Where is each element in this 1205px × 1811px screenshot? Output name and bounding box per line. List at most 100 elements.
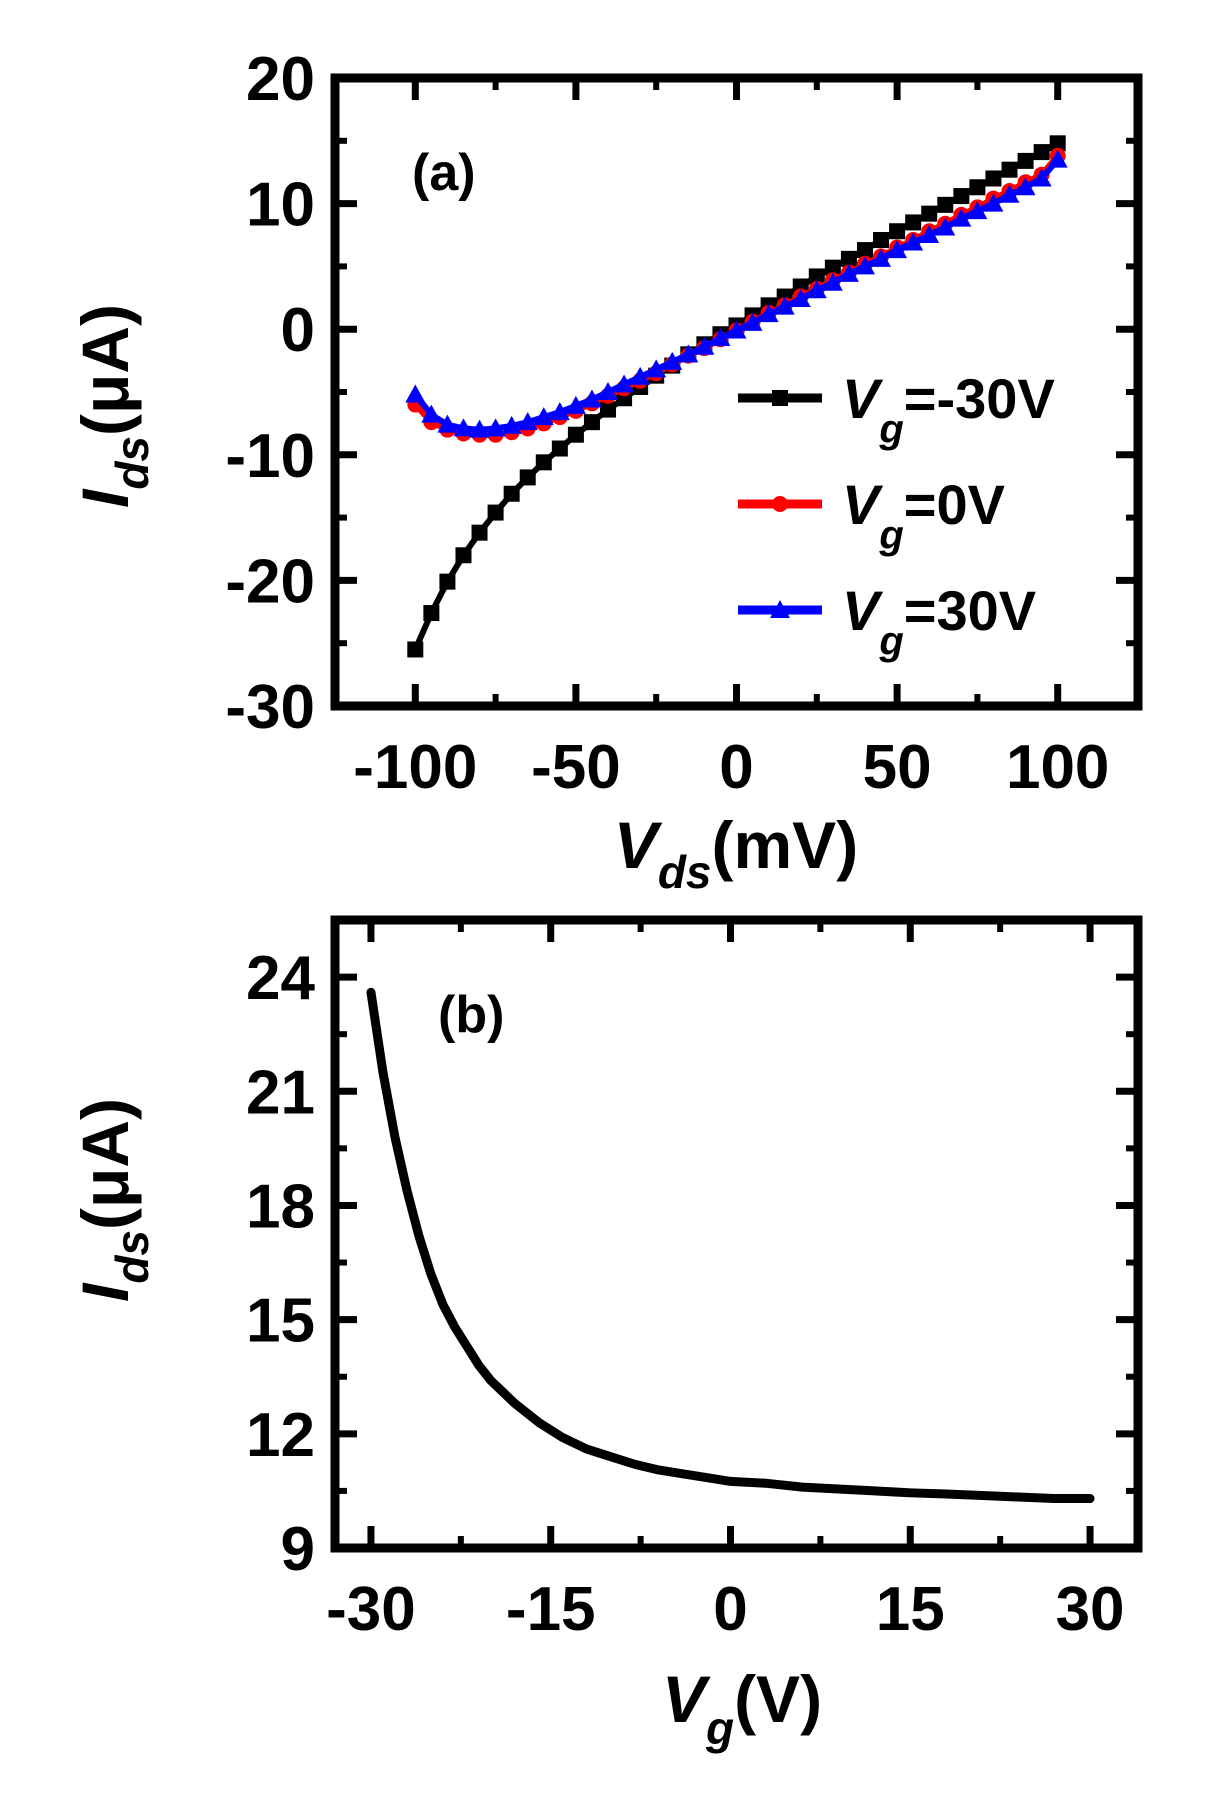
y-tick-label: 20 — [246, 45, 315, 114]
series-0-point — [905, 214, 922, 231]
series-0-point — [567, 426, 584, 443]
x-tick-label: 50 — [863, 733, 932, 802]
y-tick-label: 0 — [281, 296, 315, 365]
series-2-point — [598, 382, 619, 400]
series-2-point — [1015, 177, 1036, 196]
series-0-point — [856, 242, 873, 259]
series-line-b-0 — [366, 987, 1095, 1504]
series-0-point — [407, 641, 424, 658]
legend-marker-0 — [772, 390, 788, 406]
series-2-point — [1031, 168, 1052, 187]
series-2-point — [935, 217, 956, 236]
series-2-point — [854, 256, 875, 275]
panel-b: -30 -15 0 15 30 9 12 15 18 21 24 (b) Ids(μA) Vg(V) — [68, 915, 1143, 1754]
series-2-point — [774, 296, 795, 315]
series-0-point — [471, 524, 488, 541]
series-2-point — [662, 351, 683, 370]
ylabel-a: Ids(μA) — [68, 304, 158, 508]
series-0-point — [953, 188, 970, 205]
series-2-point — [999, 184, 1020, 203]
y-tick-label: -30 — [225, 673, 315, 742]
series-2-point — [710, 327, 731, 346]
series-2-point — [887, 240, 908, 259]
series-0-point — [1001, 161, 1018, 178]
series-0-point — [455, 547, 472, 564]
series-2-point — [1047, 149, 1068, 168]
series-0-point — [519, 469, 536, 486]
svg-text:Ids(μA): Ids(μA) — [68, 304, 158, 508]
legend-label-1: Vg=0V — [842, 473, 1005, 557]
series-0-point — [889, 223, 906, 240]
series-0-point — [487, 504, 504, 521]
series-2-point — [967, 201, 988, 220]
series-2-point — [871, 248, 892, 267]
series-0-point — [535, 454, 552, 471]
series-0-point — [600, 401, 617, 418]
series-0-point — [1033, 144, 1050, 161]
series-2-point — [726, 320, 747, 339]
series-0-point — [1049, 135, 1066, 152]
x-tick-label: 0 — [713, 1575, 747, 1644]
legend-label-0: Vg=-30V — [842, 367, 1055, 451]
series-0-point — [551, 440, 568, 457]
series-0-point — [824, 259, 841, 276]
data-a — [405, 135, 1068, 658]
series-0-point — [985, 170, 1002, 187]
series-2-point — [630, 366, 651, 385]
series-0-point — [969, 179, 986, 196]
series-0-point — [873, 232, 890, 249]
legend-a: Vg=-30V Vg=0V Vg=30V — [738, 367, 1055, 663]
y-tick-label: 21 — [246, 1058, 315, 1127]
series-2-point — [485, 418, 506, 437]
svg-text:Ids(μA): Ids(μA) — [68, 1098, 158, 1302]
panel-label-b: (b) — [438, 986, 504, 1044]
plot-frame-b — [330, 915, 1143, 1553]
series-0-point — [1017, 152, 1034, 169]
series-2-point — [614, 374, 635, 393]
series-2-point — [951, 208, 972, 227]
x-tick-label: 100 — [1006, 733, 1109, 802]
series-2-point — [405, 384, 426, 403]
x-tick-label: 30 — [1056, 1575, 1125, 1644]
series-0-point — [583, 414, 600, 431]
x-tick-label: -15 — [506, 1575, 596, 1644]
y-tick-label: 9 — [281, 1515, 315, 1584]
series-2-point — [983, 193, 1004, 212]
y-tick-label: 15 — [246, 1287, 315, 1356]
data-b — [366, 987, 1095, 1504]
series-0-point — [503, 485, 520, 502]
y-tick-label: -10 — [225, 422, 315, 491]
series-2-point — [790, 289, 811, 308]
panel-label-a: (a) — [412, 144, 476, 202]
y-tick-label: 18 — [246, 1172, 315, 1241]
legend-marker-1 — [772, 496, 788, 512]
series-2-point — [453, 418, 474, 437]
series-2-point — [565, 395, 586, 414]
series-2-point — [581, 389, 602, 408]
series-0-point — [808, 268, 825, 285]
y-tick-label: -20 — [225, 547, 315, 616]
series-2-point — [806, 280, 827, 299]
x-tick-label: 15 — [876, 1575, 945, 1644]
series-2-point — [437, 414, 458, 433]
x-tick-label: 0 — [719, 733, 753, 802]
y-tick-label: 12 — [246, 1401, 315, 1470]
series-2-point — [517, 412, 538, 431]
xlabel-b: Vg(V) — [662, 1662, 822, 1754]
series-0-point — [423, 605, 440, 622]
series-2-point — [501, 415, 522, 434]
legend-label-2: Vg=30V — [842, 579, 1036, 663]
y-tick-label: 10 — [246, 171, 315, 240]
series-0-point — [921, 205, 938, 222]
x-tick-label: -50 — [531, 733, 621, 802]
xlabel-a: Vds(mV) — [614, 808, 858, 898]
series-0-point — [840, 250, 857, 267]
series-2-point — [694, 336, 715, 355]
series-2-point — [533, 407, 554, 426]
y-tick-label: 24 — [246, 944, 315, 1013]
series-0-point — [439, 573, 456, 590]
series-2-point — [742, 312, 763, 331]
